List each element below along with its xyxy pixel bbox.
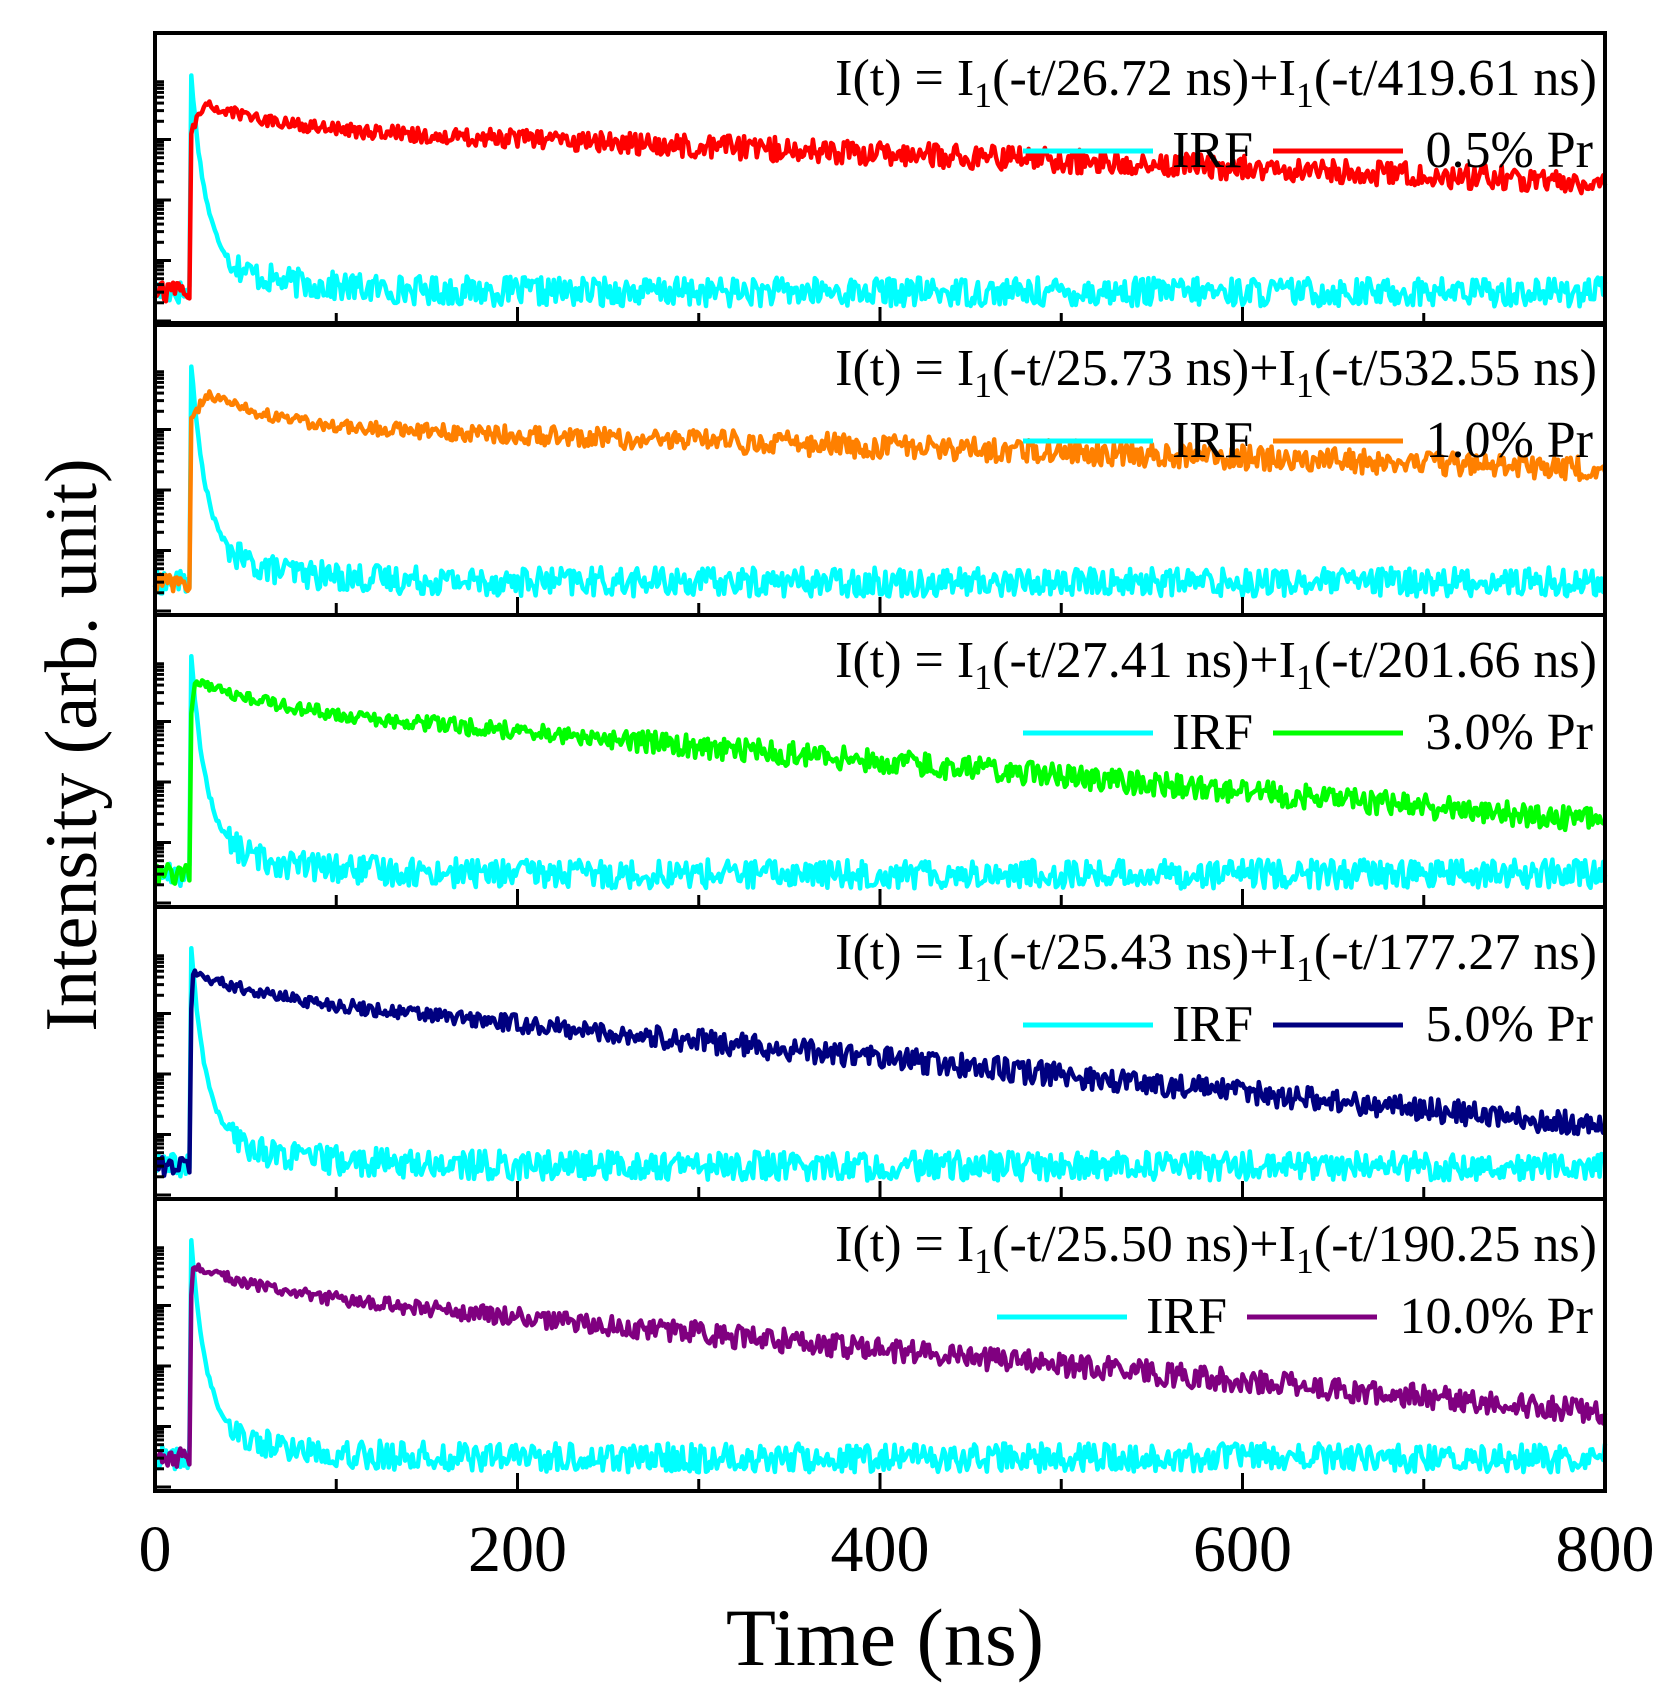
legend-label-irf: IRF — [1146, 1288, 1227, 1345]
legend-label-sample: 3.0% Pr — [1425, 704, 1593, 761]
irf-curve — [153, 1238, 1608, 1475]
legend-label-irf: IRF — [1172, 412, 1253, 469]
panel-2: I(t) = I1(-t/25.73 ns)+I1(-t/532.55 ns) 1… — [152, 321, 1608, 617]
legend-label-sample: 0.5% Pr — [1425, 122, 1593, 179]
equation-label: I(t) = I1(-t/27.41 ns)+I1(-t/201.66 ns) — [835, 632, 1597, 697]
sample-curve — [153, 99, 1608, 304]
x-tick-label: 800 — [1556, 1513, 1655, 1586]
x-tick-label: 600 — [1193, 1513, 1292, 1586]
equation-label: I(t) = I1(-t/25.73 ns)+I1(-t/532.55 ns) — [835, 340, 1597, 405]
panel-5: I(t) = I1(-t/25.50 ns)+I1(-t/190.25 ns) 1… — [153, 1197, 1608, 1493]
sample-curve — [152, 678, 1606, 886]
x-axis-label: Time (ns) — [726, 1592, 1044, 1683]
irf-curve — [152, 73, 1608, 309]
legend-label-irf: IRF — [1172, 122, 1253, 179]
legend-label-sample: 10.0% Pr — [1399, 1288, 1593, 1345]
irf-curve — [153, 945, 1607, 1183]
panel-3: I(t) = I1(-t/27.41 ns)+I1(-t/201.66 ns) 3… — [152, 613, 1608, 909]
sample-curve — [152, 389, 1608, 594]
irf-curve — [152, 653, 1608, 891]
x-tick-label: 0 — [139, 1513, 172, 1586]
x-tick-label: 400 — [831, 1513, 930, 1586]
irf-curve — [152, 364, 1607, 599]
sample-curve — [152, 968, 1608, 1178]
legend-label-sample: 5.0% Pr — [1425, 996, 1593, 1053]
equation-label: I(t) = I1(-t/26.72 ns)+I1(-t/419.61 ns) — [835, 50, 1597, 115]
equation-label: I(t) = I1(-t/25.43 ns)+I1(-t/177.27 ns) — [835, 924, 1597, 989]
sample-curve — [153, 1262, 1608, 1469]
x-tick-label: 200 — [468, 1513, 567, 1586]
panel-1: I(t) = I1(-t/26.72 ns)+I1(-t/419.61 ns) 0… — [152, 31, 1608, 327]
x-axis: 0 200 400 600 800 — [139, 1513, 1655, 1586]
legend-label-sample: 1.0% Pr — [1425, 412, 1593, 469]
y-axis-label: Intensity (arb. unit) — [31, 458, 113, 1031]
panel-4: I(t) = I1(-t/25.43 ns)+I1(-t/177.27 ns) 5… — [152, 905, 1608, 1201]
equation-label: I(t) = I1(-t/25.50 ns)+I1(-t/190.25 ns) — [835, 1216, 1597, 1281]
legend-label-irf: IRF — [1172, 996, 1253, 1053]
panels: I(t) = I1(-t/26.72 ns)+I1(-t/419.61 ns) 0… — [152, 31, 1608, 1493]
legend-label-irf: IRF — [1172, 704, 1253, 761]
